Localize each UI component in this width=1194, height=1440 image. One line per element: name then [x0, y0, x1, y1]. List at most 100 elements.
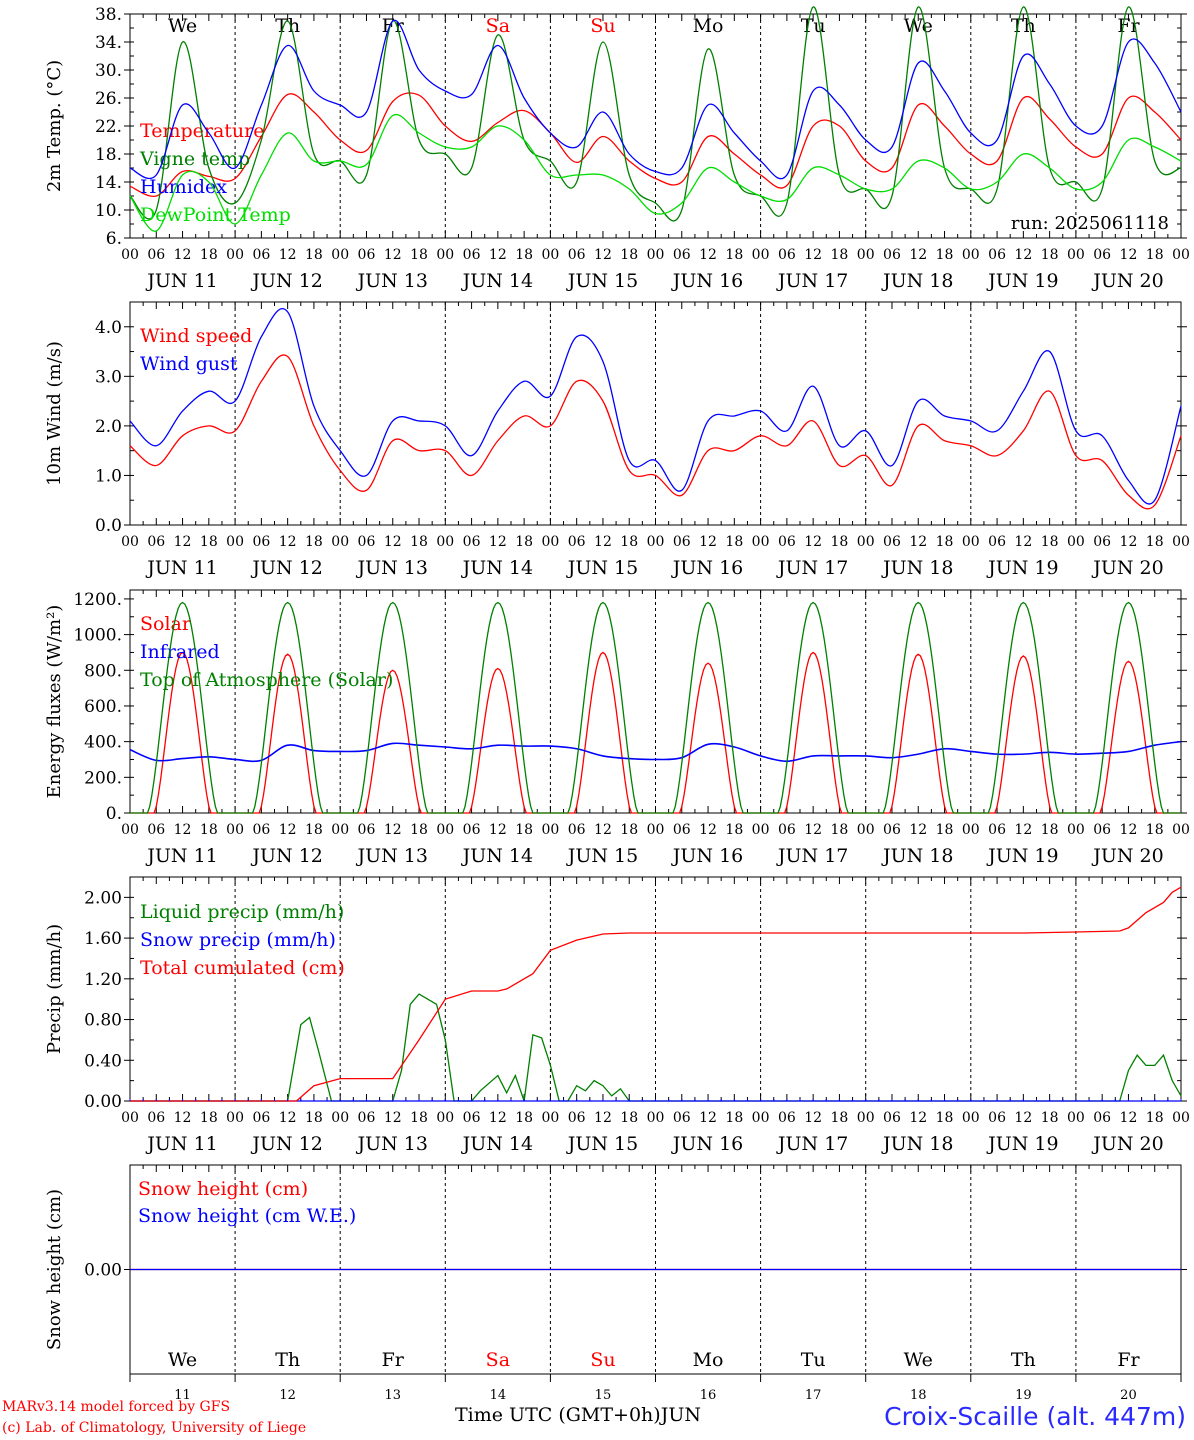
y-tick-label: 30.: [95, 61, 122, 81]
series-line-wind-speed: [129, 354, 1182, 510]
x-hour-label: 06: [147, 1110, 165, 1126]
x-hour-label: 06: [1093, 1110, 1111, 1126]
x-hour-label: 12: [1120, 534, 1138, 550]
x-hour-label: 12: [594, 822, 612, 838]
x-hour-label: 00: [962, 247, 980, 263]
x-date-label: JUN 16: [671, 270, 743, 292]
x-hour-label: 18: [831, 822, 849, 838]
x-hour-label: 12: [489, 1110, 507, 1126]
x-hour-label: 00: [962, 822, 980, 838]
y-tick-label: 0.0: [95, 516, 122, 536]
meteogram-svg: 6. 10. 14. 18. 22. 26. 30. 34. 38. 2m Temp. (°C) 0…: [44, 5, 1190, 1403]
y-tick-label: 38.: [95, 5, 122, 25]
x-hour-label: 12: [594, 534, 612, 550]
x-hour-label: 06: [568, 247, 586, 263]
x-hour-label: 12: [909, 822, 927, 838]
day-of-week-label: Fr: [1117, 1349, 1140, 1371]
legend-entry: Wind gust: [140, 353, 238, 375]
x-hour-label: 00: [857, 1110, 875, 1126]
x-date-label: JUN 13: [356, 557, 428, 579]
legend-entry: Snow precip (mm/h): [140, 929, 336, 951]
x-hour-label: 00: [541, 247, 559, 263]
day-of-week-label: Tu: [801, 1349, 826, 1371]
x-hour-label: 00: [331, 1110, 349, 1126]
x-day-number: 14: [490, 1388, 507, 1400]
y-tick-label: 1.0: [95, 466, 122, 486]
x-hour-label: 18: [1041, 534, 1059, 550]
x-hour-label: 00: [226, 534, 244, 550]
x-hour-label: 18: [936, 534, 954, 550]
x-hour-label: 12: [909, 534, 927, 550]
x-date-label: JUN 19: [986, 270, 1058, 292]
x-hour-label: 00: [1067, 534, 1085, 550]
x-hour-label: 06: [463, 247, 481, 263]
x-hour-label: 18: [1146, 247, 1164, 263]
x-date-label: JUN 18: [881, 270, 953, 292]
x-hour-label: 06: [673, 247, 691, 263]
x-hour-label: 06: [778, 534, 796, 550]
x-hour-label: 00: [857, 247, 875, 263]
x-hour-label: 06: [147, 822, 165, 838]
x-hour-label: 12: [909, 247, 927, 263]
x-date-label: JUN 17: [776, 845, 848, 867]
x-date-label: JUN 13: [356, 845, 428, 867]
day-of-week-label: We: [904, 1349, 933, 1371]
x-hour-label: 00: [226, 1110, 244, 1126]
x-date-label: JUN 16: [671, 1133, 743, 1155]
series-line-wind-gust: [129, 308, 1182, 505]
x-hour-label: 06: [147, 534, 165, 550]
x-hour-label: 00: [647, 534, 665, 550]
x-date-label: JUN 15: [566, 1133, 638, 1155]
x-date-label: JUN 12: [250, 270, 322, 292]
x-hour-label: 06: [358, 1110, 376, 1126]
x-date-label: JUN 11: [145, 845, 217, 867]
legend-entry: Snow height (cm W.E.): [138, 1205, 356, 1227]
x-date-label: JUN 19: [986, 845, 1058, 867]
x-date-label: JUN 11: [145, 557, 217, 579]
x-hour-label: 18: [620, 247, 638, 263]
x-date-label: JUN 18: [881, 845, 953, 867]
x-hour-label: 12: [1120, 822, 1138, 838]
x-hour-label: 12: [1014, 247, 1032, 263]
day-of-week-label: Th: [1011, 15, 1036, 37]
x-day-number: 17: [805, 1388, 822, 1400]
legend-entry: DewPoint Temp: [140, 204, 291, 226]
x-date-label: JUN 17: [776, 1133, 848, 1155]
x-hour-label: 12: [174, 534, 192, 550]
x-hour-label: 18: [200, 534, 218, 550]
x-hour-label: 06: [568, 534, 586, 550]
x-hour-label: 12: [279, 534, 297, 550]
x-hour-label: 00: [541, 534, 559, 550]
y-axis-label: 10m Wind (m/s): [44, 341, 65, 486]
x-hour-label: 18: [410, 534, 428, 550]
x-hour-label: 18: [936, 822, 954, 838]
x-hour-label: 06: [1093, 534, 1111, 550]
x-hour-label: 18: [1146, 822, 1164, 838]
x-hour-label: 00: [752, 822, 770, 838]
x-hour-label: 06: [252, 247, 270, 263]
x-hour-label: 00: [1172, 1110, 1190, 1126]
y-tick-label: 1000.: [73, 626, 122, 646]
x-hour-label: 12: [489, 822, 507, 838]
x-hour-label: 12: [489, 534, 507, 550]
x-hour-label: 06: [358, 822, 376, 838]
x-hour-label: 18: [725, 534, 743, 550]
x-hour-label: 12: [909, 1110, 927, 1126]
x-hour-label: 00: [541, 1110, 559, 1126]
x-axis-month: JUN: [660, 1404, 701, 1426]
day-of-week-label: Th: [275, 15, 300, 37]
x-hour-label: 06: [252, 534, 270, 550]
x-hour-label: 18: [515, 247, 533, 263]
x-hour-label: 18: [831, 1110, 849, 1126]
x-hour-label: 12: [279, 1110, 297, 1126]
x-hour-label: 18: [305, 534, 323, 550]
x-hour-label: 06: [673, 822, 691, 838]
x-hour-label: 00: [752, 1110, 770, 1126]
x-date-label: JUN 14: [461, 270, 533, 292]
x-hour-label: 12: [489, 247, 507, 263]
x-hour-label: 12: [1120, 247, 1138, 263]
y-tick-label: 600.: [84, 697, 122, 717]
x-hour-label: 06: [568, 822, 586, 838]
x-date-label: JUN 20: [1091, 1133, 1163, 1155]
credit-lab: (c) Lab. of Climatology, University of L…: [2, 1420, 307, 1436]
